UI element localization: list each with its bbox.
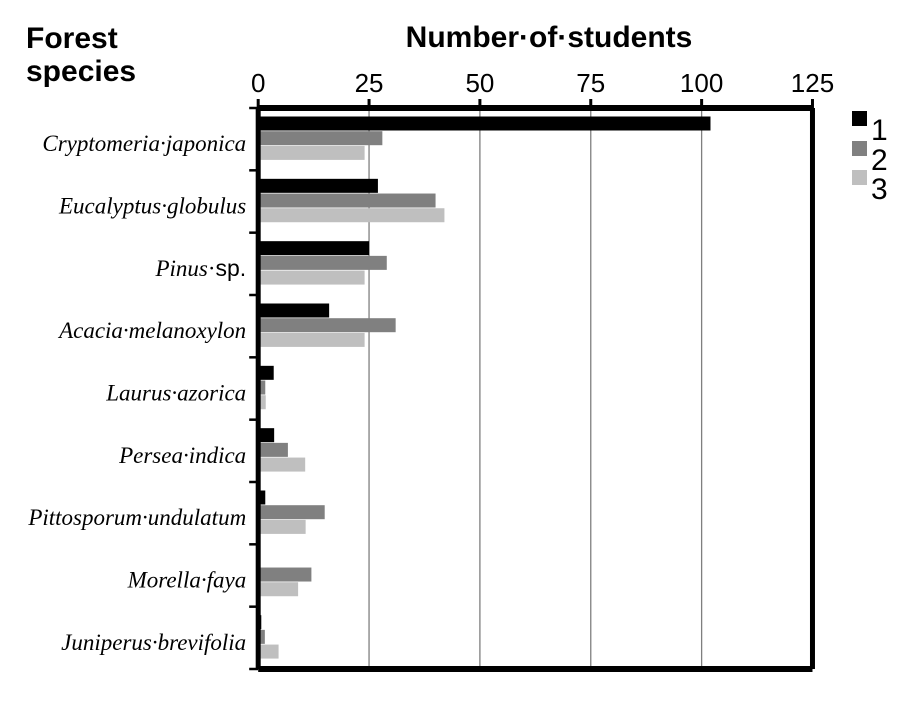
- svg-text:Forest: Forest: [26, 22, 118, 55]
- svg-text:Persea·indica: Persea·indica: [118, 443, 246, 468]
- svg-text:25: 25: [355, 68, 384, 98]
- svg-text:Eucalyptus·globulus: Eucalyptus·globulus: [58, 194, 246, 219]
- svg-text:0: 0: [251, 68, 265, 98]
- svg-text:125: 125: [791, 68, 834, 98]
- svg-text:Laurus·azorica: Laurus·azorica: [105, 381, 246, 406]
- svg-text:Cryptomeria·japonica: Cryptomeria·japonica: [42, 131, 246, 156]
- svg-text:1: 1: [871, 114, 888, 147]
- svg-text:Acacia·melanoxylon: Acacia·melanoxylon: [57, 318, 246, 343]
- svg-text:50: 50: [465, 68, 494, 98]
- svg-text:Pittosporum·undulatum: Pittosporum·undulatum: [27, 505, 246, 530]
- svg-text:Number·of·students: Number·of·students: [406, 21, 693, 54]
- svg-text:Morella·faya: Morella·faya: [127, 568, 247, 593]
- svg-text:species: species: [26, 55, 136, 88]
- svg-text:Pinus·sp.: Pinus·sp.: [154, 255, 246, 281]
- svg-text:100: 100: [680, 68, 723, 98]
- svg-text:Juniperus·brevifolia: Juniperus·brevifolia: [61, 630, 246, 655]
- svg-text:75: 75: [576, 68, 605, 98]
- svg-text:3: 3: [871, 173, 888, 206]
